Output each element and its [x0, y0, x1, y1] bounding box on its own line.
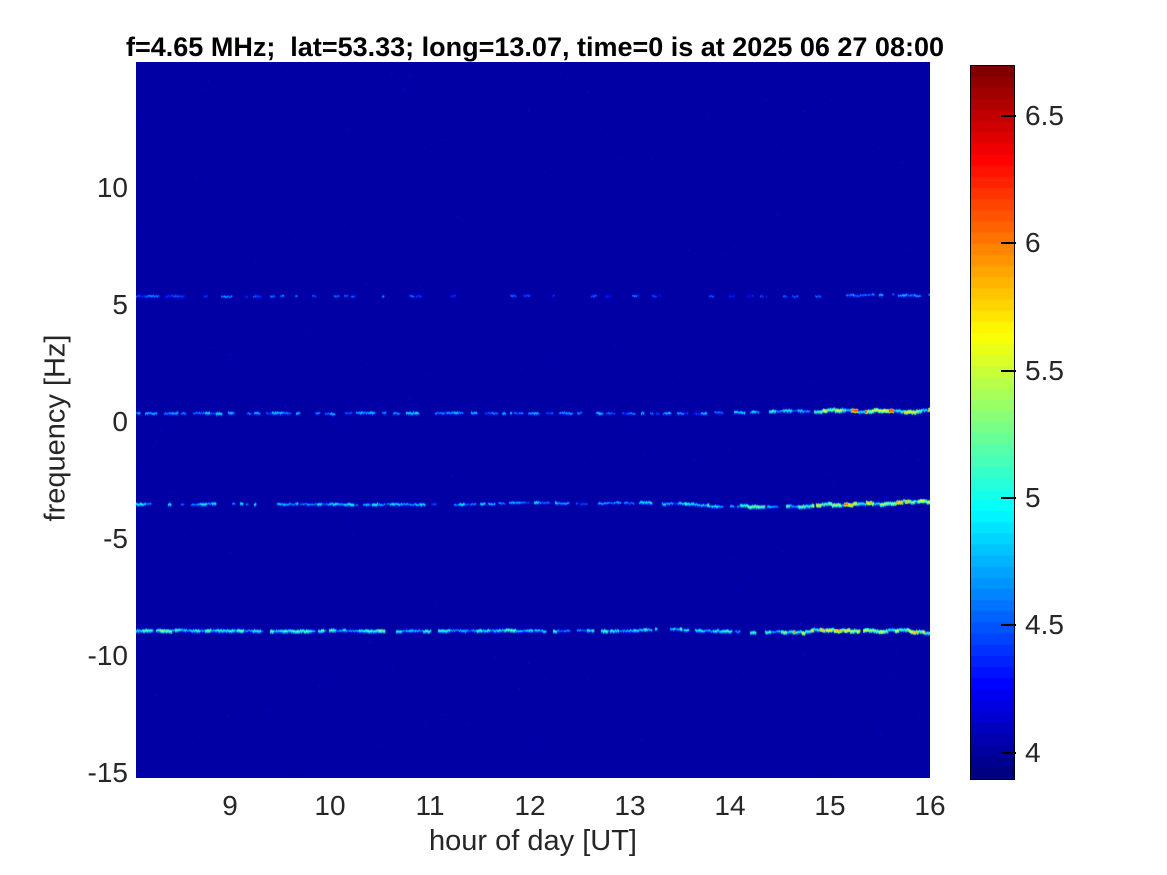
colorbar-tick-mark [1001, 369, 1016, 372]
x-tick-label: 11 [415, 790, 445, 821]
y-tick-label: 0 [112, 406, 128, 438]
x-tick-label: 15 [814, 790, 846, 821]
x-tick-label: 9 [222, 790, 238, 821]
x-tick-label: 14 [714, 790, 746, 821]
y-tick-label: 10 [96, 172, 128, 204]
x-tick-label: 13 [614, 790, 646, 821]
colorbar-tick-label: 5 [1025, 481, 1041, 513]
colorbar-tick-mark [1001, 114, 1016, 117]
y-tick-label: -10 [87, 640, 128, 672]
colorbar-tick-label: 5.5 [1025, 354, 1064, 386]
x-tick-label: 12 [514, 790, 546, 821]
colorbar-tick-mark [1001, 751, 1016, 754]
colorbar-tick-label: 4 [1025, 736, 1041, 768]
colorbar-tick-mark [1001, 496, 1016, 499]
colorbar-tick-label: 4.5 [1025, 609, 1064, 641]
y-tick-label: -15 [87, 757, 128, 789]
y-tick-label: 5 [112, 289, 128, 321]
colorbar-tick-label: 6.5 [1025, 99, 1064, 131]
plot-title: f=4.65 MHz; lat=53.33; long=13.07, time=… [126, 32, 944, 62]
x-axis-label: hour of day [UT] [429, 825, 637, 857]
x-tick-label: 16 [914, 790, 946, 821]
colorbar [970, 65, 1015, 780]
colorbar-tick-mark [1001, 242, 1016, 245]
x-tick-label: 10 [314, 790, 346, 821]
colorbar-tick-label: 6 [1025, 227, 1041, 259]
colorbar-tick-mark [1001, 624, 1016, 627]
heatmap-canvas [136, 62, 930, 778]
y-tick-label: -5 [103, 523, 128, 555]
